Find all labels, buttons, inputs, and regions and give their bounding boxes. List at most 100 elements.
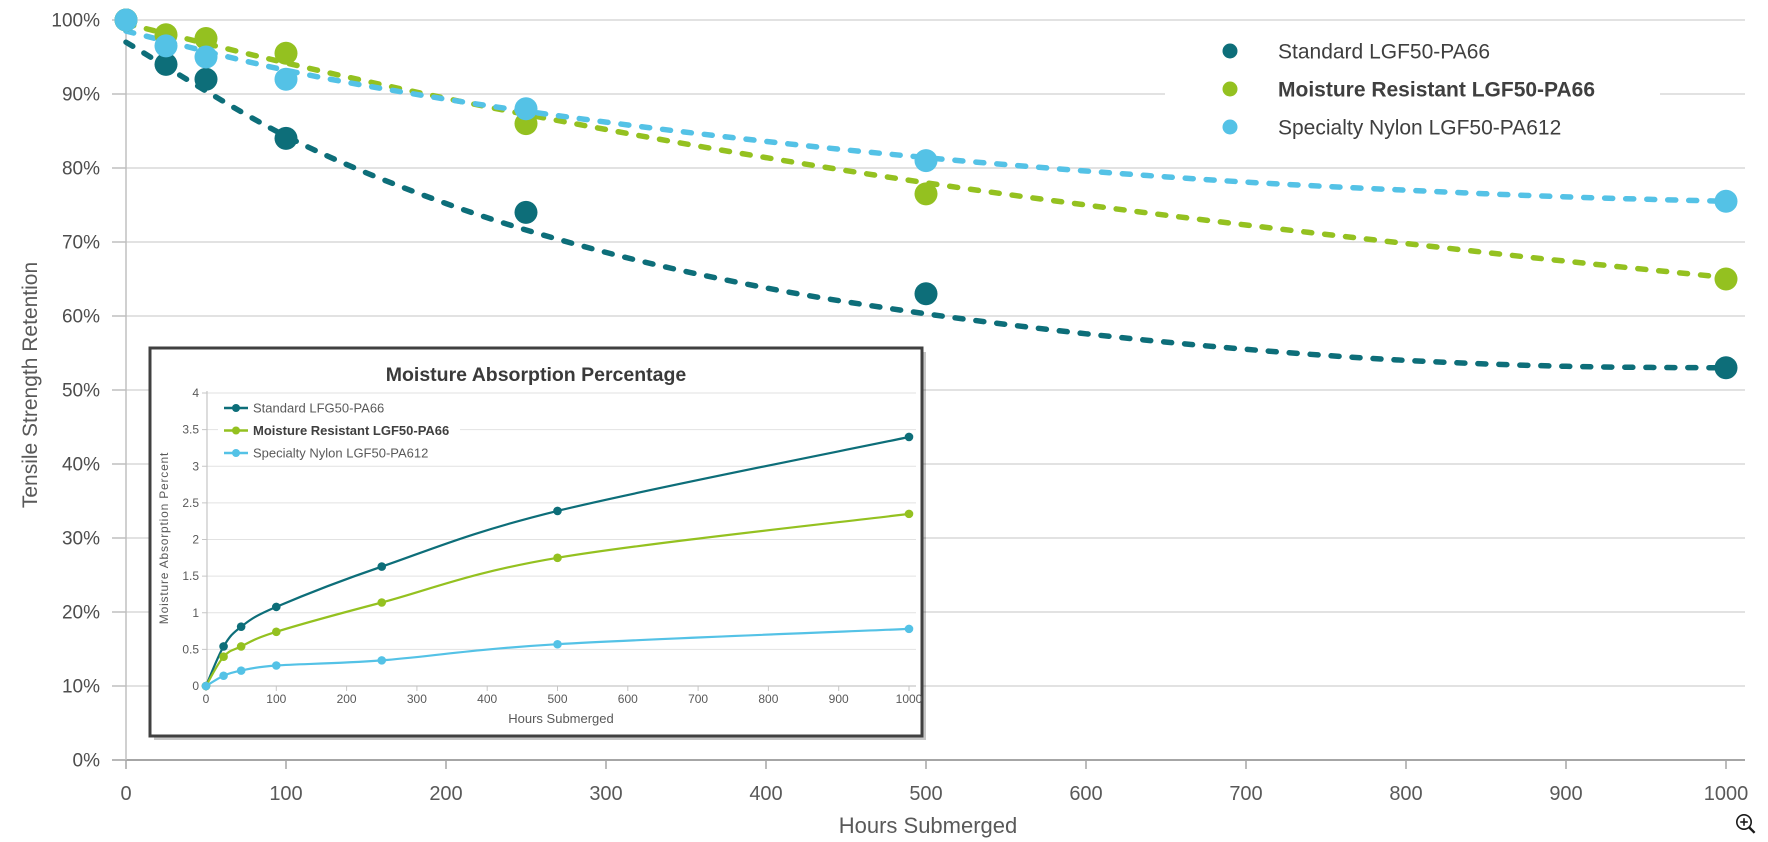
inset-x-tick-label: 900: [829, 692, 849, 706]
inset-data-point: [219, 652, 228, 661]
legend-label: Standard LGF50-PA66: [1278, 41, 1490, 64]
y-tick-label: 70%: [62, 233, 100, 254]
y-tick-label: 60%: [62, 307, 100, 328]
inset-data-point: [272, 627, 281, 637]
inset-y-tick-label: 0: [192, 679, 199, 693]
x-tick-label: 100: [269, 783, 302, 805]
data-point: [154, 52, 178, 76]
x-tick-label: 700: [1229, 783, 1262, 805]
legend-background: [1165, 30, 1660, 140]
inset-data-point: [904, 509, 914, 519]
y-tick-label: 20%: [62, 603, 100, 624]
inset-y-tick-label: 2.5: [182, 496, 199, 510]
x-tick-label: 0: [120, 783, 131, 805]
data-point: [154, 34, 178, 58]
inset-data-point: [272, 602, 281, 612]
y-tick-label: 100%: [51, 11, 100, 32]
inset-legend-label: Moisture Resistant LGF50-PA66: [253, 423, 449, 438]
inset-data-point: [904, 432, 914, 442]
data-point: [1714, 356, 1738, 380]
inset-legend-marker-icon: [232, 426, 240, 435]
data-point: [1714, 267, 1738, 291]
data-point: [274, 67, 298, 91]
inset-y-tick-label: 1: [192, 606, 199, 620]
magnifier-handle: [1748, 826, 1756, 834]
inset-y-tick-label: 4: [192, 386, 199, 400]
legend-item: Specialty Nylon LGF50-PA612: [1222, 117, 1561, 140]
data-point: [914, 149, 938, 173]
legend-marker-icon: [1222, 43, 1238, 59]
inset-data-point: [219, 642, 228, 651]
trendline-moisture-resistant: [123, 20, 1729, 281]
x-tick-label: 500: [909, 783, 942, 805]
y-tick-label: 80%: [62, 159, 100, 180]
y-axis-title: Tensile Strength Retention: [19, 262, 42, 508]
y-tick-label: 0%: [73, 751, 101, 772]
inset-series-specialty-nylon: [205, 627, 910, 687]
x-tick-label: 800: [1389, 783, 1422, 805]
inset-data-point: [377, 598, 387, 607]
inset-legend-item: Moisture Resistant LGF50-PA66: [218, 421, 460, 440]
inset-legend-item: Standard LFG50-PA66: [218, 398, 460, 418]
inset-legend-label: Specialty Nylon LGF50-PA612: [253, 446, 428, 461]
inset-x-axis-title: Hours Submerged: [508, 711, 614, 726]
data-point: [1714, 189, 1738, 213]
inset-y-tick-label: 3.5: [182, 423, 199, 437]
inset-x-tick-label: 100: [266, 692, 286, 706]
inset-legend-label: Standard LFG50-PA66: [253, 401, 384, 416]
inset-data-point: [219, 671, 228, 681]
y-tick-label: 50%: [62, 381, 100, 402]
x-axis-title: Hours Submerged: [839, 813, 1018, 838]
inset-data-point: [553, 639, 562, 649]
inset-data-point: [904, 624, 914, 634]
inset-data-point: [377, 656, 387, 665]
inset-x-tick-label: 300: [407, 692, 427, 706]
zoom-in-icon[interactable]: [1736, 813, 1756, 834]
inset-x-tick-label: 800: [758, 692, 778, 706]
inset-x-tick-label: 1000: [896, 692, 923, 706]
main-plot: 0 100 200 300 400 500 600 700 800 900 10000%10%20%…: [19, 8, 1749, 838]
inset-y-tick-label: 2: [192, 533, 199, 547]
inset-x-tick-label: 700: [688, 692, 708, 706]
y-tick-label: 40%: [62, 455, 100, 476]
inset-x-tick-label: 0: [203, 692, 210, 706]
inset-series-moisture-resistant: [205, 512, 910, 687]
data-point: [914, 182, 938, 206]
x-tick-label: 600: [1069, 783, 1102, 805]
data-point: [114, 8, 138, 32]
inset-data-point: [272, 661, 281, 670]
inset-moisture-absorption-chart: Moisture Absorption Percentage 0 0.5 1 1.5 2 2…: [148, 346, 926, 740]
inset-data-point: [377, 562, 387, 571]
inset-legend-row-background: [218, 398, 460, 418]
legend-marker-icon: [1222, 119, 1238, 135]
data-point: [914, 282, 938, 306]
x-tick-label: 400: [749, 783, 782, 805]
y-tick-label: 90%: [62, 85, 100, 106]
legend-item: Standard LGF50-PA66: [1222, 41, 1490, 64]
trendline-specialty-nylon: [123, 28, 1729, 205]
inset-x-tick-label: 600: [618, 692, 638, 706]
data-point: [274, 41, 298, 65]
inset-data-point: [236, 666, 246, 675]
y-tick-label: 10%: [62, 677, 100, 698]
inset-data-point: [201, 681, 211, 691]
inset-data-point: [236, 642, 246, 651]
data-point: [274, 126, 298, 150]
inset-data-point: [553, 506, 562, 516]
x-tick-label: 1000: [1704, 783, 1749, 805]
inset-title: Moisture Absorption Percentage: [386, 364, 687, 386]
inset-y-axis-title: Moisture Absorption Percent: [157, 452, 171, 624]
data-point: [194, 27, 218, 50]
data-point: [514, 200, 538, 224]
inset-legend-row-background: [218, 443, 460, 463]
inset-x-tick-label: 500: [547, 692, 567, 706]
inset-y-tick-label: 0.5: [182, 642, 199, 656]
x-tick-label: 900: [1549, 783, 1582, 805]
inset-legend-marker-icon: [232, 449, 240, 457]
inset-data-point: [236, 622, 246, 631]
main-legend: Standard LGF50-PA66 Moisture Resistant LG…: [1165, 30, 1660, 140]
inset-legend-row-background: [218, 421, 460, 440]
legend-marker-icon: [1222, 81, 1238, 97]
